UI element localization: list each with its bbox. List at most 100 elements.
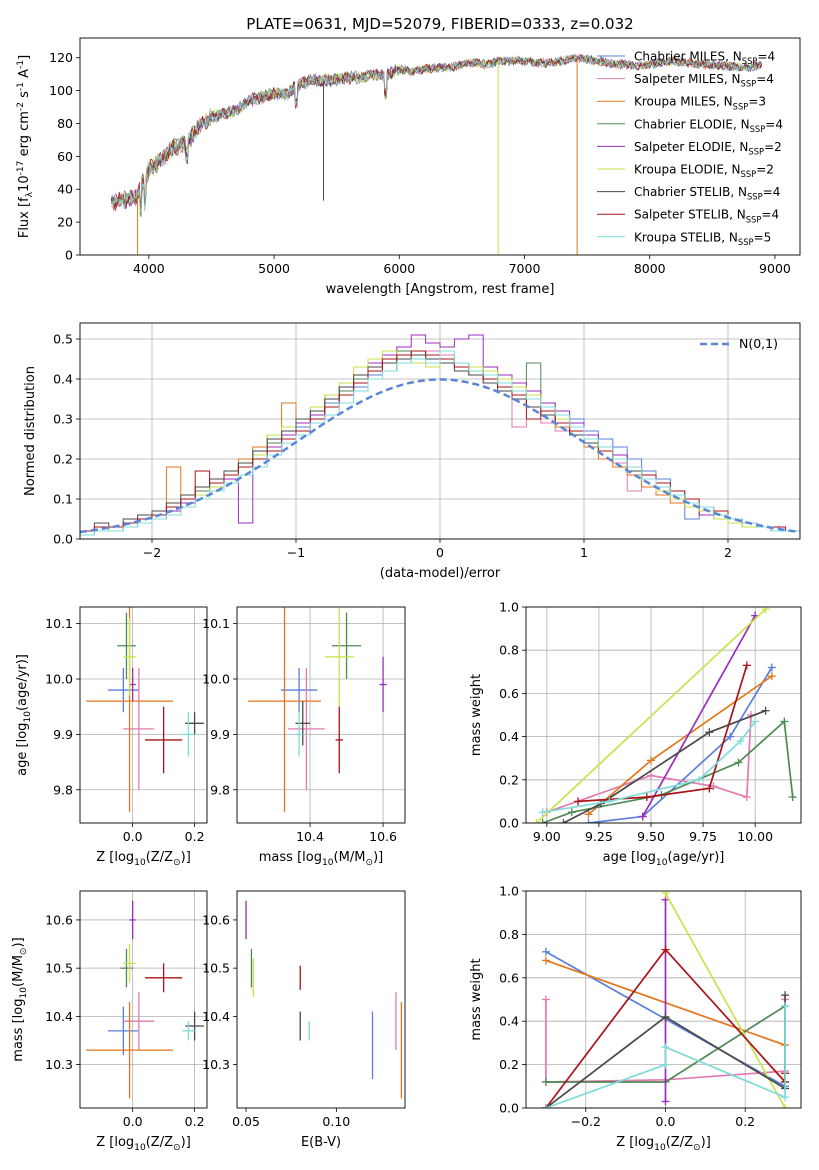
panel-weight_vs_age: 9.00 9.25 9.50 9.75 10.00 0.0 0.2 0.4 0.6 0.8 1.0 a… (469, 600, 802, 868)
x-axis-label: mass [log10​(M/M⊙​)] (259, 850, 383, 868)
spectrum-title: PLATE=0631, MJD=52079, FIBERID=0333, z=0… (246, 15, 633, 33)
x-axis-label: Z [log10​(Z/Z⊙​)] (96, 850, 191, 868)
y-tick-label: 1.0 (499, 600, 519, 615)
legend-label-kroupa_stelib: Kroupa STELIB, NSSP​=5 (634, 230, 771, 247)
weight-marker-chabrier_elodie (541, 1077, 550, 1086)
y-tick-label: 10.6 (202, 912, 230, 927)
y-tick-label: 0.0 (53, 532, 73, 547)
weight-line-chabrier_stelib (563, 709, 766, 823)
y-axis-label: Flux [fλ​10-17​ erg cm-2​ s-1​ A-1​] (16, 55, 35, 238)
weight-marker-salpeter_miles (742, 793, 751, 802)
weight-marker-kroupa_stelib (736, 736, 745, 745)
legend-label-normal: N(0,1) (739, 336, 778, 351)
legend-label-chabrier_miles: Chabrier MILES, NSSP​=4 (634, 50, 775, 67)
legend-label-salpeter_elodie: Salpeter ELODIE, NSSP​=2 (634, 140, 782, 157)
errorbar-salpeter_stelib (145, 706, 183, 774)
weight-marker-chabrier_miles (541, 947, 550, 956)
x-axis-label: Z [log10​(Z/Z⊙​)] (96, 1135, 191, 1153)
x-tick-label: 2 (724, 545, 732, 560)
weight-marker-kroupa_stelib (538, 808, 547, 817)
y-tick-label: 0.4 (499, 729, 519, 744)
x-tick-label: 0.2 (185, 1114, 205, 1129)
errorbar-salpeter_miles (288, 667, 325, 790)
y-tick-label: 10.0 (45, 672, 73, 687)
axes-frame (525, 606, 802, 824)
axes-frame (236, 890, 406, 1109)
x-tick-label: 9.00 (533, 829, 561, 844)
x-tick-label: 10.00 (737, 829, 773, 844)
panel-weight_vs_Z: −0.2 0.0 0.2 0.0 0.2 0.4 0.6 0.8 1.0 Z [log10​(Z/… (469, 884, 802, 1153)
y-tick-label: 9.8 (53, 782, 73, 797)
plot-area (86, 900, 204, 1099)
errorbar-salpeter_miles (123, 667, 155, 790)
axes-frame (79, 37, 801, 256)
weight-marker-chabrier_stelib (761, 706, 770, 715)
panel-residuals: −2 −1 0 1 2 0.0 0.1 0.2 0.3 0.4 0.5 (data-model)/er… (23, 322, 801, 581)
legend-label-kroupa_miles: Kroupa MILES, NSSP​=3 (634, 95, 766, 112)
errorbar-chabrier_elodie (331, 612, 362, 679)
y-tick-label: 10.5 (45, 961, 73, 976)
x-tick-label: −2 (143, 545, 161, 560)
spectrum-line-kroupa_stelib (111, 55, 762, 212)
x-tick-label: 1 (580, 545, 588, 560)
legend-label-salpeter_miles: Salpeter MILES, NSSP​=4 (634, 72, 774, 89)
errorbar-chabrier_miles (107, 667, 139, 713)
x-tick-label: 0.2 (735, 1114, 755, 1129)
errorbar-kroupa_stelib (295, 712, 303, 757)
panel-mass_vs_Z: 0.0 0.2 10.3 10.4 10.5 10.6 Z [log10​(Z/Z⊙​)] m… (11, 890, 208, 1153)
weight-marker-kroupa_miles (584, 810, 593, 819)
y-tick-label: 10.0 (202, 672, 230, 687)
x-tick-label: 9.50 (637, 829, 665, 844)
weight-marker-chabrier_stelib (781, 991, 790, 1000)
legend-label-salpeter_stelib: Salpeter STELIB, NSSP​=4 (634, 208, 779, 225)
y-axis-label: mass weight (469, 674, 484, 756)
errorbar-salpeter_stelib (335, 706, 343, 774)
y-tick-label: 0.0 (499, 1101, 519, 1116)
errorbar-salpeter_miles (123, 992, 155, 1051)
y-tick-label: 10.3 (202, 1057, 230, 1072)
weight-marker-kroupa_miles (541, 956, 550, 965)
weight-marker-salpeter_stelib (642, 793, 651, 802)
y-tick-label: 10.6 (45, 912, 73, 927)
x-axis-label: Z [log10​(Z/Z⊙​)] (616, 1135, 711, 1153)
errorbar-salpeter_stelib (145, 963, 183, 993)
weight-marker-salpeter_elodie (638, 812, 647, 821)
errorbar-salpeter_elodie (129, 900, 136, 940)
errorbar-kroupa_elodie (123, 944, 136, 983)
weight-marker-kroupa_elodie (761, 607, 770, 614)
plot-area (245, 900, 403, 1099)
weight-marker-chabrier_stelib (661, 1012, 670, 1021)
errorbar-kroupa_miles (247, 607, 321, 812)
y-tick-label: 80 (57, 116, 73, 131)
y-tick-label: 0.5 (53, 332, 73, 347)
weight-marker-chabrier_miles (726, 732, 735, 741)
y-tick-label: 1.0 (499, 884, 519, 899)
y-tick-label: 0.4 (53, 372, 73, 387)
weight-marker-kroupa_stelib (661, 1043, 670, 1052)
weight-marker-kroupa_stelib (541, 1104, 550, 1108)
weight-marker-salpeter_stelib (574, 797, 583, 806)
weight-marker-salpeter_elodie (661, 1097, 670, 1106)
x-tick-label: 8000 (634, 261, 666, 276)
plot-area (86, 607, 204, 812)
y-tick-label: 10.4 (45, 1009, 73, 1024)
x-tick-label: 0.0 (656, 1114, 676, 1129)
errorbar-kroupa_miles (86, 1001, 173, 1099)
y-tick-label: 0.2 (499, 1057, 519, 1072)
y-axis-label: mass [log10​(M/M⊙​)] (11, 937, 29, 1061)
x-tick-label: 0.0 (123, 1114, 143, 1129)
y-tick-label: 0.6 (499, 686, 519, 701)
y-axis-label: mass weight (469, 958, 484, 1040)
x-tick-label: 0.05 (232, 1114, 260, 1129)
x-tick-label: 4000 (133, 261, 165, 276)
weight-marker-kroupa_elodie (781, 1104, 790, 1108)
errorbar-kroupa_elodie (324, 607, 354, 707)
y-tick-label: 0.2 (53, 452, 73, 467)
weight-line-kroupa_elodie (664, 892, 786, 1108)
y-tick-label: 40 (57, 182, 73, 197)
y-tick-label: 10.4 (202, 1009, 230, 1024)
panel-age_vs_mass: 10.4 10.6 9.8 9.9 10.0 10.1 mass [log10​(M/M⊙​… (202, 606, 406, 868)
legend-label-chabrier_stelib: Chabrier STELIB, NSSP​=4 (634, 185, 780, 202)
errorbar-salpeter_elodie (379, 656, 387, 713)
y-tick-label: 10.5 (202, 961, 230, 976)
